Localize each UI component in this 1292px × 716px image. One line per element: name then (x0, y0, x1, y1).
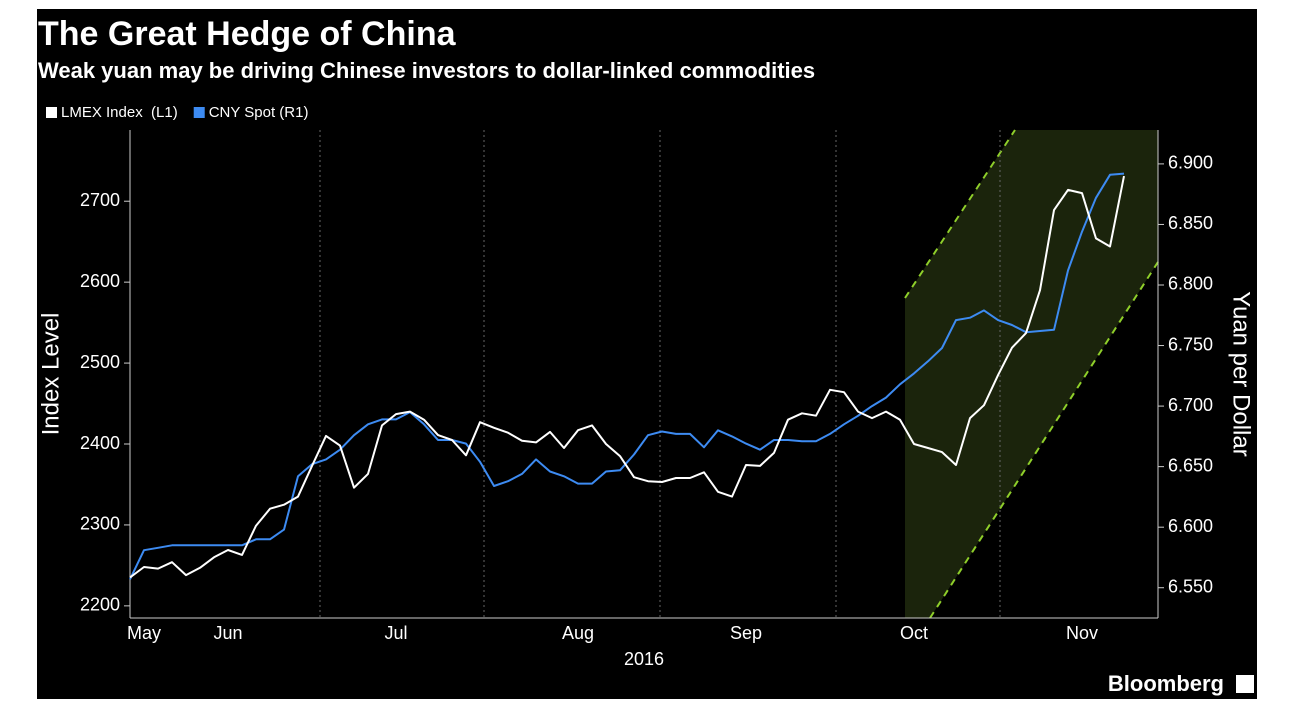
y-tick-label: 2700 (80, 190, 120, 210)
legend-swatch (46, 107, 57, 118)
x-tick-label: Jun (213, 623, 242, 643)
month-separators (319, 130, 1001, 618)
series-line (129, 175, 1125, 579)
y2-axis-title: Yuan per Dollar (1228, 291, 1255, 456)
highlight-region (905, 130, 1158, 618)
x-tick-label: Nov (1066, 623, 1098, 643)
y2-tick-label: 6.550 (1168, 576, 1213, 596)
y-tick-label: 2400 (80, 433, 120, 453)
legend-label: CNY Spot (R1) (209, 104, 309, 121)
legend-swatch (193, 107, 205, 118)
legend-label: LMEX Index (L1) (61, 104, 178, 121)
source: Bloomberg (1108, 671, 1224, 696)
y2-tick-label: 6.600 (1168, 516, 1213, 536)
x-tick-label: May (127, 623, 161, 643)
y2-tick-label: 6.650 (1168, 455, 1213, 475)
y-tick-label: 2200 (80, 595, 120, 615)
chart-subtitle: Weak yuan may be driving Chinese investo… (38, 58, 815, 83)
y2-tick-label: 6.900 (1168, 153, 1213, 173)
y-tick-label: 2600 (80, 271, 120, 291)
y2-tick-label: 6.850 (1168, 213, 1213, 233)
y-tick-label: 2300 (80, 514, 120, 534)
y-axis-title: Index Level (37, 313, 64, 436)
x-tick-label: Aug (562, 623, 594, 643)
chart-title: The Great Hedge of China (38, 15, 457, 53)
series-line (129, 172, 1125, 580)
y2-tick-label: 6.800 (1168, 274, 1213, 294)
x-tick-label: Sep (730, 623, 762, 643)
y2-tick-label: 6.750 (1168, 334, 1213, 354)
x-tick-label: Oct (900, 623, 928, 643)
logo (1236, 675, 1254, 693)
channel-line (929, 261, 1159, 619)
x-tick-label: Jul (384, 623, 407, 643)
x-axis-title: 2016 (624, 649, 664, 669)
y-tick-label: 2500 (80, 352, 120, 372)
y2-tick-label: 6.700 (1168, 395, 1213, 415)
